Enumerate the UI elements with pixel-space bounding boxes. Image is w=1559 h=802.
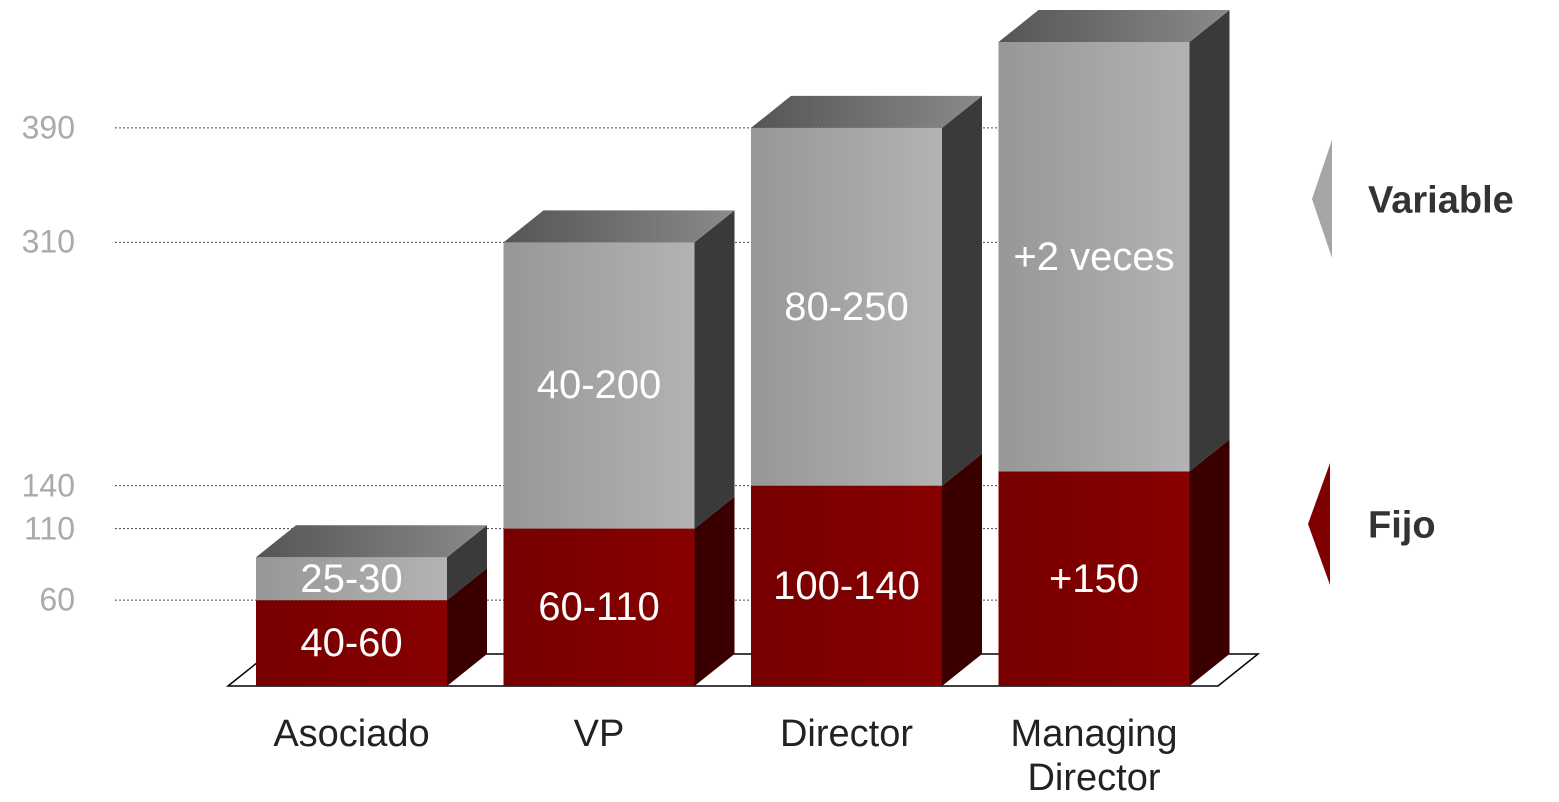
value-label: 80-250 (784, 284, 909, 329)
x-tick-label: Managing Director (1010, 713, 1178, 799)
value-label: 100-140 (773, 563, 920, 608)
value-label: +2 veces (1013, 234, 1175, 279)
value-label: 25-30 (300, 556, 403, 601)
bar-top (998, 10, 1230, 42)
bar-top (503, 210, 735, 243)
bar (256, 600, 447, 686)
bar-top (256, 525, 487, 558)
bar-top (751, 95, 982, 128)
bar-side (447, 525, 487, 601)
y-tick-label: 390 (21, 109, 75, 146)
bar-side (694, 496, 735, 686)
y-tick-label: 110 (23, 510, 75, 547)
bar-side (1189, 10, 1230, 472)
value-label: 60-110 (538, 585, 660, 630)
x-tick-label: Asociado (273, 713, 430, 755)
bar-side (694, 210, 735, 529)
bar (998, 471, 1190, 686)
value-label: +150 (1048, 556, 1140, 601)
legend-marker (1308, 463, 1330, 585)
bar (751, 127, 942, 486)
y-tick-label: 310 (21, 223, 75, 260)
bar (998, 42, 1190, 472)
legend-label: Fijo (1368, 504, 1436, 547)
bar (503, 242, 695, 529)
value-label: 40-60 (300, 621, 403, 666)
x-tick-label: VP (573, 713, 625, 755)
bar-side (942, 453, 982, 686)
y-tick-label: 140 (21, 467, 75, 504)
bar-side (942, 95, 982, 486)
legend-label: Variable (1368, 179, 1514, 222)
x-tick-label: Director (779, 713, 914, 755)
bar (751, 485, 942, 686)
bar-side (447, 568, 487, 686)
bar (256, 557, 447, 601)
legend-marker (1312, 140, 1332, 258)
value-label: 40-200 (536, 363, 662, 408)
bar-side (1189, 439, 1230, 686)
bar (503, 528, 695, 686)
y-tick-label: 60 (39, 581, 75, 618)
